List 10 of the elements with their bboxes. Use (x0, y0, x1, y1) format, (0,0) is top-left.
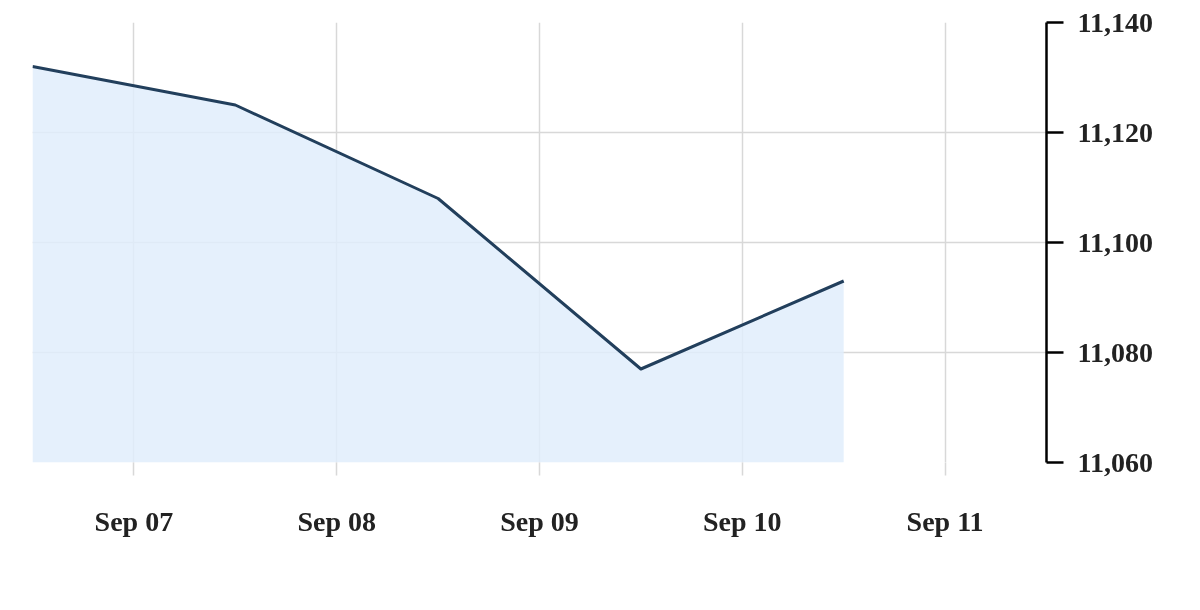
x-tick-label: Sep 08 (297, 505, 376, 537)
x-tick-label: Sep 10 (703, 505, 782, 537)
x-tick-label: Sep 11 (906, 505, 984, 537)
y-tick-label: 11,140 (1077, 6, 1153, 38)
y-tick-label: 11,100 (1077, 226, 1153, 258)
x-tick-label: Sep 09 (500, 505, 579, 537)
y-tick-label: 11,060 (1077, 446, 1153, 478)
y-tick-label: 11,080 (1077, 336, 1153, 368)
y-tick-label: 11,120 (1077, 116, 1153, 148)
x-tick-label: Sep 07 (94, 505, 174, 537)
